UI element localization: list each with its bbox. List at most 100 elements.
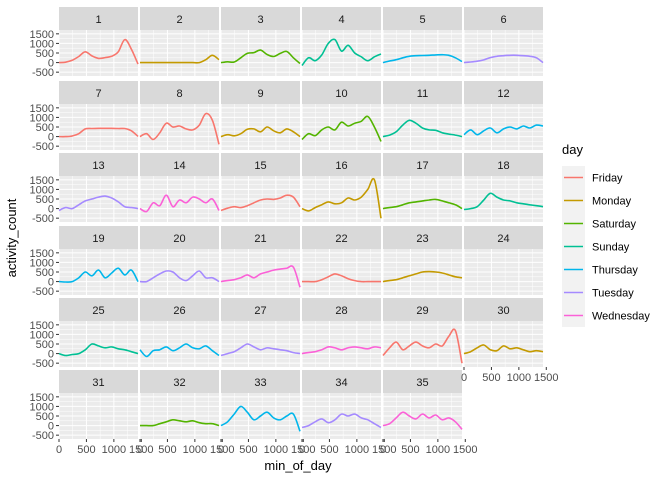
series-line-21 xyxy=(220,265,301,288)
facet-panel-15: 15 xyxy=(220,153,301,222)
facet-panel-20: 20 xyxy=(139,226,220,295)
series-line-18 xyxy=(463,192,544,211)
y-tick-label: -500 xyxy=(32,67,54,79)
facet-strip-32 xyxy=(140,370,219,393)
x-tick-label: 1000 xyxy=(507,372,531,384)
facet-strip-12 xyxy=(464,81,543,104)
x-tick-label: 1500 xyxy=(372,444,396,456)
x-tick-label: 1000 xyxy=(102,444,126,456)
facet-panel-33: 33 xyxy=(220,370,301,439)
facet-label-23: 23 xyxy=(416,233,428,245)
legend-item-tuesday: Tuesday xyxy=(562,281,634,304)
series-line-23 xyxy=(382,270,463,283)
facet-label-1: 1 xyxy=(95,14,101,26)
legend-title: day xyxy=(562,142,583,157)
y-tick-label: 500 xyxy=(36,122,54,134)
y-tick-label: -500 xyxy=(32,430,54,442)
facet-panel-10: 10 xyxy=(301,81,382,150)
y-tick-label: 1500 xyxy=(30,392,54,404)
facet-strip-33 xyxy=(221,370,300,393)
series-line-25 xyxy=(58,343,139,357)
series-line-11 xyxy=(382,119,463,138)
facet-label-21: 21 xyxy=(254,233,266,245)
facet-strip-35 xyxy=(383,370,462,393)
facet-panel-32: 32 xyxy=(139,370,220,439)
series-line-3 xyxy=(220,49,301,65)
facet-label-34: 34 xyxy=(335,377,347,389)
facet-panel-24: 24 xyxy=(463,226,543,295)
facet-strip-21 xyxy=(221,226,300,249)
series-line-34 xyxy=(301,413,382,429)
facet-label-31: 31 xyxy=(92,377,104,389)
facet-panel-21: 21 xyxy=(220,226,301,295)
legend-item-wednesday: Wednesday xyxy=(562,304,650,327)
y-tick-label: 1000 xyxy=(30,38,54,50)
series-line-22 xyxy=(301,273,381,283)
facet-panel-25: 25 xyxy=(58,298,139,367)
facet-panel-29: 29 xyxy=(382,298,463,367)
facet-label-15: 15 xyxy=(254,160,266,172)
facet-panel-4: 4 xyxy=(301,7,382,76)
x-tick-label: 0 xyxy=(299,444,305,456)
facet-panel-28: 28 xyxy=(301,298,382,367)
y-tick-label: 0 xyxy=(48,349,54,361)
facet-strip-19 xyxy=(59,226,138,249)
facet-label-17: 17 xyxy=(416,160,428,172)
facet-label-3: 3 xyxy=(257,14,263,26)
facet-strip-8 xyxy=(140,81,219,104)
x-tick-label: 1500 xyxy=(129,444,153,456)
facet-label-33: 33 xyxy=(254,377,266,389)
facet-panel-30: 30 xyxy=(463,298,544,367)
facet-strip-30 xyxy=(464,298,543,321)
facet-label-25: 25 xyxy=(92,305,104,317)
facet-label-32: 32 xyxy=(173,377,185,389)
series-line-13 xyxy=(58,195,139,212)
y-tick-label: 1000 xyxy=(30,257,54,269)
y-tick-label: 1000 xyxy=(30,329,54,341)
series-line-35 xyxy=(382,411,463,430)
facet-strip-9 xyxy=(221,81,300,104)
y-tick-label: -500 xyxy=(32,286,54,298)
y-axes: -500050010001500-500050010001500-5000500… xyxy=(30,29,59,442)
y-tick-label: 1500 xyxy=(30,175,54,187)
series-line-15 xyxy=(220,194,301,212)
facet-label-22: 22 xyxy=(335,233,347,245)
facet-panel-19: 19 xyxy=(58,226,139,295)
y-tick-label: 0 xyxy=(48,204,54,216)
facet-strip-26 xyxy=(140,298,219,321)
y-tick-label: 0 xyxy=(48,132,54,144)
y-tick-label: 500 xyxy=(36,339,54,351)
legend-item-sunday: Sunday xyxy=(562,235,630,258)
facet-label-29: 29 xyxy=(416,305,428,317)
facet-label-2: 2 xyxy=(176,14,182,26)
series-line-4 xyxy=(301,38,382,67)
series-line-17 xyxy=(382,198,463,210)
y-tick-label: 500 xyxy=(36,411,54,423)
y-tick-label: 1500 xyxy=(30,320,54,332)
series-line-29 xyxy=(382,328,463,364)
facet-label-6: 6 xyxy=(500,14,506,26)
series-line-30 xyxy=(463,344,544,355)
legend-label: Thursday xyxy=(592,265,638,277)
series-line-6 xyxy=(463,54,544,64)
series-line-19 xyxy=(58,267,139,283)
facet-label-10: 10 xyxy=(335,88,347,100)
facet-strip-16 xyxy=(302,153,381,176)
facet-strip-14 xyxy=(140,153,219,176)
series-line-28 xyxy=(301,346,382,355)
series-line-20 xyxy=(139,270,220,283)
facet-strip-1 xyxy=(59,7,138,30)
facet-strip-29 xyxy=(383,298,462,321)
facet-strip-15 xyxy=(221,153,300,176)
x-tick-label: 0 xyxy=(56,444,62,456)
facet-label-28: 28 xyxy=(335,305,347,317)
facet-panel-14: 14 xyxy=(139,153,220,222)
y-tick-label: 0 xyxy=(48,421,54,433)
facet-panel-6: 6 xyxy=(463,7,544,76)
facet-panel-2: 2 xyxy=(139,7,220,76)
facet-panel-1: 1 xyxy=(58,7,139,76)
x-tick-label: 1500 xyxy=(291,444,315,456)
series-line-7 xyxy=(58,127,139,138)
